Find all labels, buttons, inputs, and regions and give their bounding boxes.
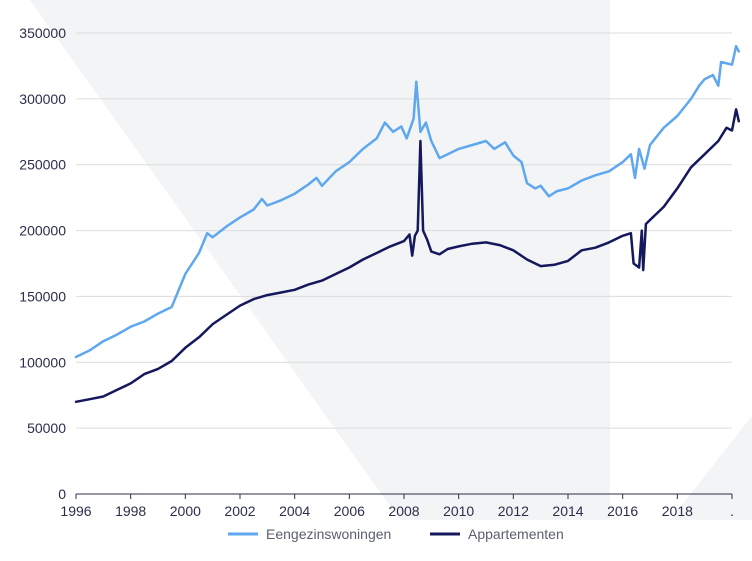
background-watermark-shape [30,0,610,520]
x-tick-label: 2010 [443,503,474,519]
gridlines [76,32,732,429]
x-tick-label: 2012 [498,503,529,519]
legend-label: Appartementen [468,526,564,542]
x-tick-label: . [730,503,734,519]
series-line-eengezinswoningen [74,44,741,359]
y-tick-label: 100000 [19,354,66,370]
x-tick-label: 2004 [279,503,310,519]
y-tick-label: 150000 [19,288,66,304]
y-tick-label: 250000 [19,157,66,173]
x-tick-label: 2018 [662,503,693,519]
x-tick-label: 2008 [388,503,419,519]
legend: Eengezinswoningen Appartementen [228,526,564,542]
series-lines [74,44,741,404]
x-tick-label: 2014 [552,503,583,519]
y-tick-label: 0 [58,486,66,502]
series-line-appartementen [74,108,741,404]
x-tick-label: 2006 [334,503,365,519]
y-tick-label: 300000 [19,91,66,107]
x-tick-label: 1996 [60,503,91,519]
x-tick-label: 1998 [115,503,146,519]
y-tick-label: 350000 [19,25,66,41]
y-tick-label: 200000 [19,223,66,239]
legend-item-appartementen[interactable]: Appartementen [430,526,564,542]
y-tick-label: 50000 [27,420,66,436]
x-tick-label: 2002 [224,503,255,519]
axes: 0 50000 100000 150000 200000 250000 300000 3500… [19,25,734,519]
x-tick-label: 2000 [170,503,201,519]
x-tick-label: 2016 [607,503,638,519]
legend-item-eengezinswoningen[interactable]: Eengezinswoningen [228,526,391,542]
legend-label: Eengezinswoningen [266,526,391,542]
